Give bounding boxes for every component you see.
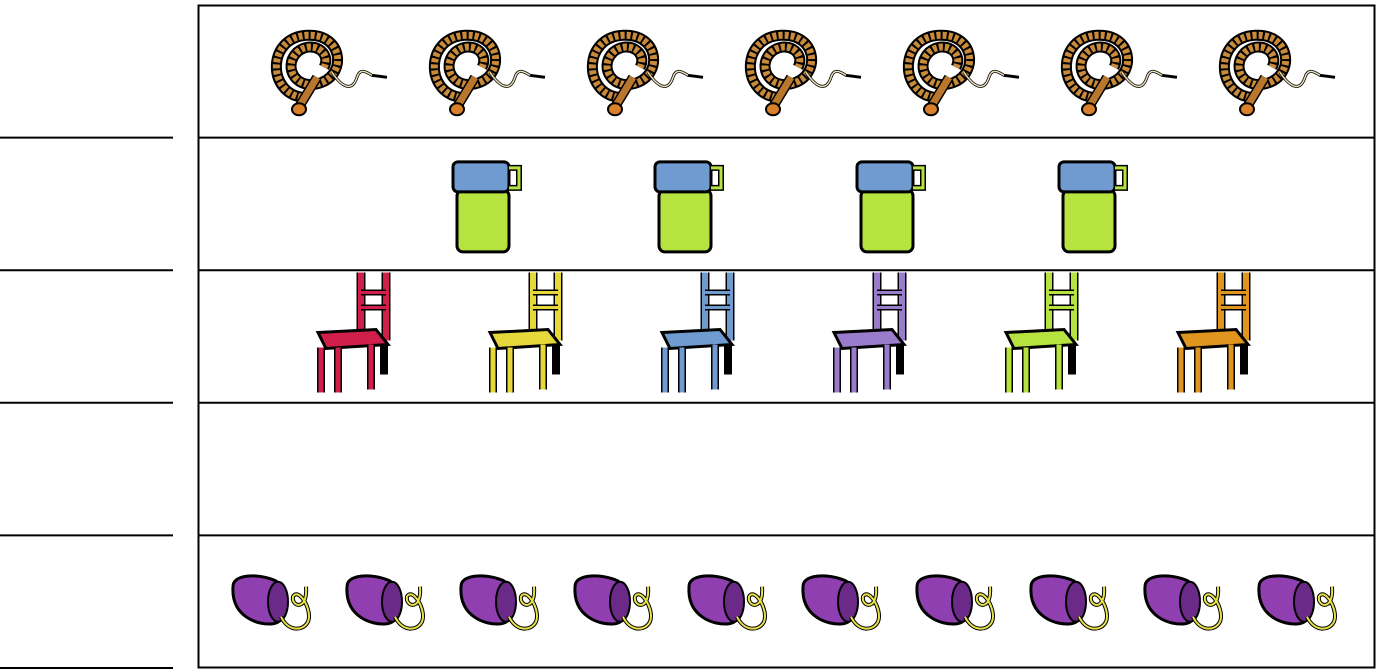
chair: [1178, 273, 1248, 393]
whip: [1066, 35, 1177, 115]
whip: [592, 35, 703, 115]
whistle: [800, 573, 882, 631]
whistle: [914, 573, 996, 631]
chair: [1006, 273, 1076, 393]
whistle: [1142, 573, 1224, 631]
whip: [750, 35, 861, 115]
whistle: [230, 573, 312, 631]
whip: [908, 35, 1019, 115]
whistle: [686, 573, 768, 631]
table-border: [197, 4, 1376, 669]
thermos: [453, 162, 519, 252]
whistle: [1028, 573, 1110, 631]
whip: [434, 35, 545, 115]
chair: [834, 273, 904, 393]
chair: [318, 273, 388, 393]
whistle: [572, 573, 654, 631]
thermos: [655, 162, 721, 252]
chair: [662, 273, 732, 393]
thermos: [1059, 162, 1125, 252]
whistle: [1256, 573, 1338, 631]
whip: [276, 35, 387, 115]
chair: [490, 273, 560, 393]
whistle: [344, 573, 426, 631]
whistle: [458, 573, 540, 631]
thermos: [857, 162, 923, 252]
whip: [1224, 35, 1335, 115]
